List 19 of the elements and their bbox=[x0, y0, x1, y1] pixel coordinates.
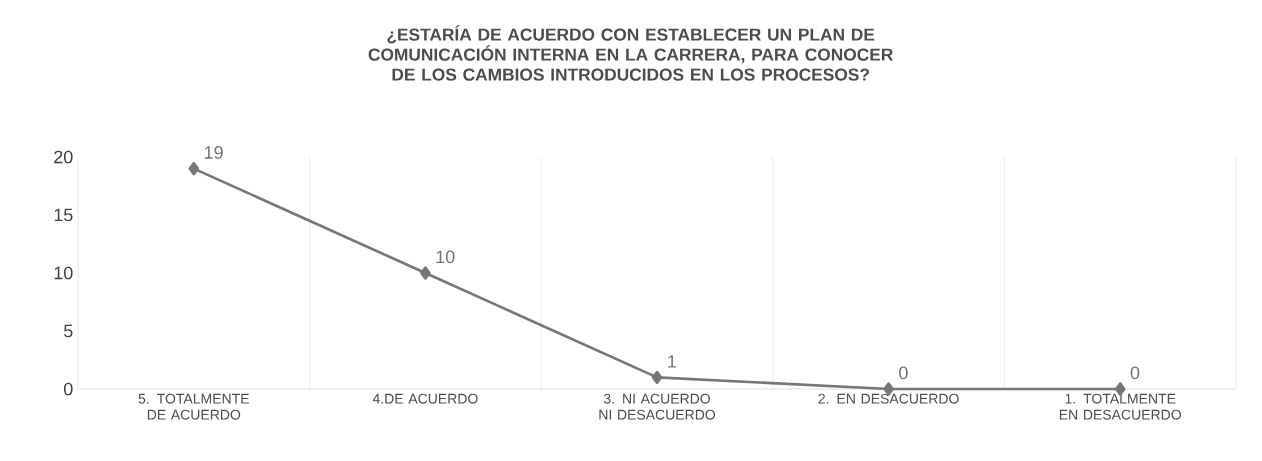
chart-title: ¿ESTARÍA DE ACUERDO CON ESTABLECER UN PLAN DE COMUNICACIÓN INTERNA EN LA CARRERA, PARA CONOCER DE LOS CAMBIOS INTRODUCIDOS EN LOS PROCESOS? bbox=[368, 25, 893, 81]
y-tick-label: 20 bbox=[54, 150, 73, 164]
data-label: 10 bbox=[436, 250, 455, 264]
x-tick-label: 2. EN DESACUERDO bbox=[818, 393, 959, 404]
point bbox=[651, 370, 663, 385]
y-tick-label: 0 bbox=[63, 382, 73, 396]
y-tick-label: 5 bbox=[63, 324, 73, 338]
x-tick-label: 5. TOTALMENTE DE ACUERDO bbox=[138, 393, 249, 420]
data-label: 0 bbox=[899, 366, 908, 380]
x-tick-label: 1. TOTALMENTE EN DESACUERDO bbox=[1059, 393, 1181, 420]
data-label: 1 bbox=[668, 355, 676, 368]
x-tick-label: 3. NI ACUERDO NI DESACUERDO bbox=[599, 393, 716, 420]
point bbox=[188, 161, 200, 176]
x-tick-label: 4.DE ACUERDO bbox=[372, 393, 478, 404]
data-label: 19 bbox=[204, 146, 223, 159]
data-label: 0 bbox=[1130, 366, 1140, 380]
y-tick-label: 15 bbox=[54, 208, 73, 222]
y-tick-label: 10 bbox=[54, 266, 73, 280]
point bbox=[420, 266, 431, 280]
